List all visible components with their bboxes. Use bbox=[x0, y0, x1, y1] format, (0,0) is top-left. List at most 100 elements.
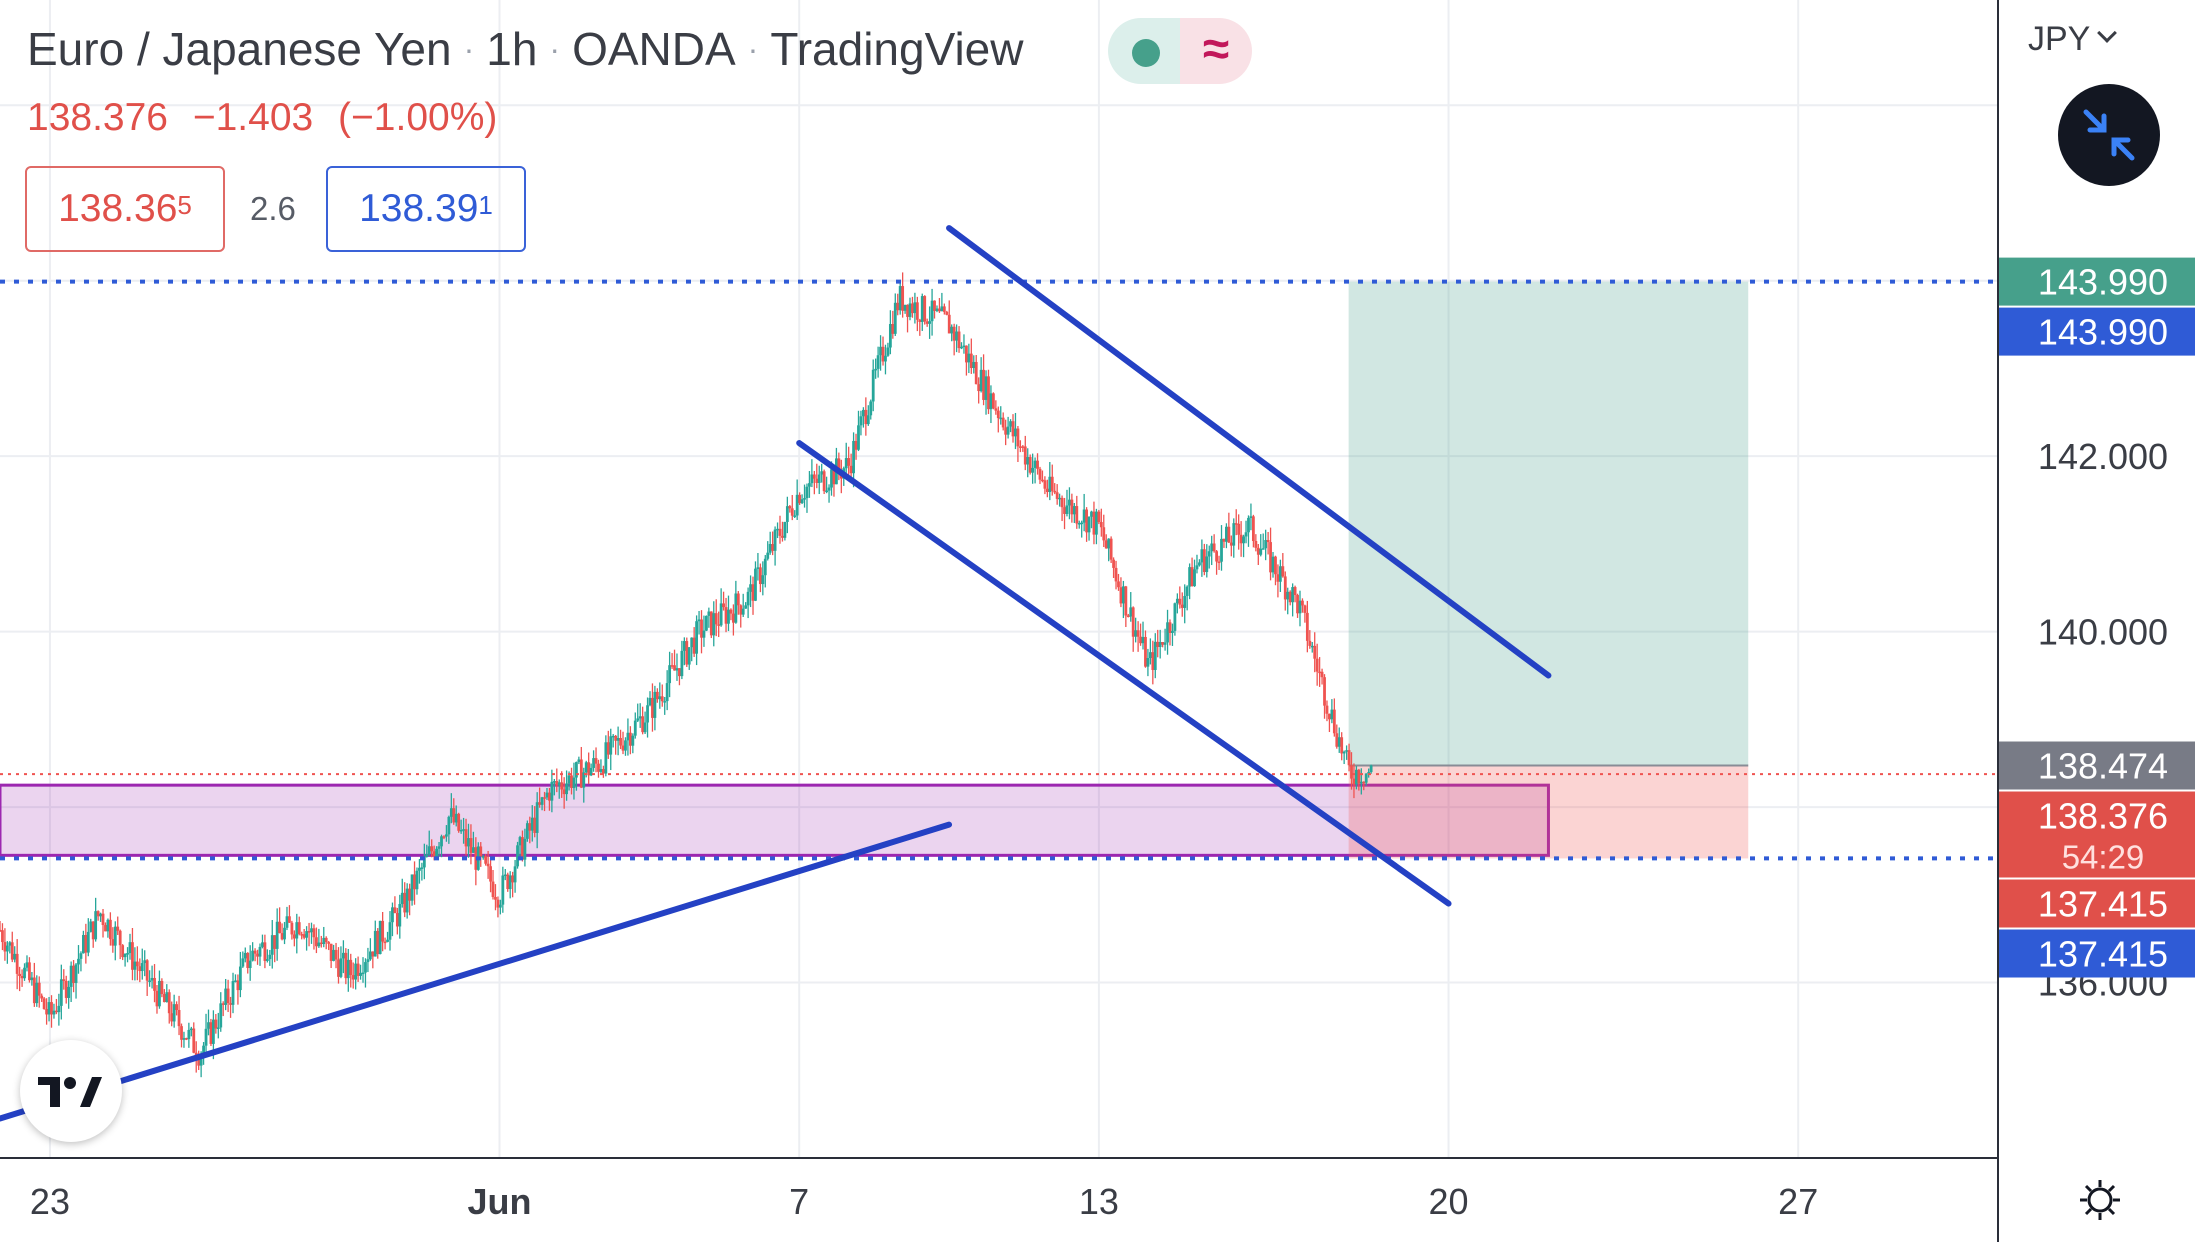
take-profit-area[interactable] bbox=[1348, 281, 1749, 766]
candle-body bbox=[484, 856, 488, 864]
candle-body bbox=[1188, 567, 1192, 587]
candle-body bbox=[1060, 497, 1064, 508]
candle-body bbox=[361, 972, 365, 975]
candle-body bbox=[280, 933, 284, 940]
candle-body bbox=[1117, 581, 1120, 588]
candle-body bbox=[579, 759, 583, 788]
candle-body bbox=[1288, 591, 1292, 603]
trendline[interactable] bbox=[796, 440, 1452, 907]
candle-body bbox=[464, 829, 468, 847]
candle-body bbox=[189, 1028, 193, 1031]
candle-body bbox=[1121, 586, 1125, 604]
candle-body bbox=[1043, 480, 1047, 489]
candle-body bbox=[221, 1003, 225, 1005]
candle-body bbox=[413, 874, 416, 890]
candle-body bbox=[1168, 622, 1172, 633]
candle-body bbox=[462, 829, 465, 831]
price-axis-panel[interactable] bbox=[1998, 0, 2208, 1242]
candle-body bbox=[3, 942, 7, 952]
candlestick-series bbox=[0, 272, 1373, 1078]
trendlines[interactable] bbox=[0, 225, 1998, 1122]
candle-body bbox=[1095, 511, 1098, 535]
candle-body bbox=[658, 696, 662, 700]
candle-body bbox=[751, 584, 755, 601]
candle-body bbox=[1359, 781, 1363, 784]
symbol-header[interactable]: Euro / Japanese Yen · 1h · OANDA · Tradi… bbox=[27, 22, 1023, 76]
stop-loss-area[interactable] bbox=[1348, 765, 1749, 859]
candle-body bbox=[798, 494, 802, 504]
chart-grid bbox=[0, 0, 1998, 1158]
candle-body bbox=[861, 409, 865, 417]
collapse-button[interactable] bbox=[2058, 84, 2160, 186]
candle-body bbox=[15, 953, 19, 974]
candle-body bbox=[847, 458, 851, 466]
candle-body bbox=[1305, 612, 1309, 641]
candle-body bbox=[231, 981, 235, 1005]
candle-body bbox=[758, 567, 762, 585]
candle-body bbox=[182, 1038, 186, 1040]
candle-body bbox=[717, 624, 721, 626]
candle-body bbox=[398, 904, 402, 927]
position-entry-price-badge bbox=[1999, 741, 2195, 790]
candle-body bbox=[952, 326, 956, 341]
candle-body bbox=[1291, 587, 1295, 603]
settings-gear-icon[interactable] bbox=[2078, 1178, 2122, 1222]
candle-body bbox=[236, 980, 240, 991]
candle-body bbox=[57, 1005, 61, 1013]
time-axis-panel[interactable] bbox=[0, 1158, 1998, 1242]
candle-body bbox=[204, 1028, 208, 1046]
candle-body bbox=[1171, 630, 1174, 633]
horizontal-line-price-badge bbox=[1999, 929, 2195, 978]
candle-body bbox=[376, 930, 380, 955]
candle-body bbox=[1183, 595, 1187, 608]
candle-body bbox=[1077, 523, 1081, 525]
candle-body bbox=[116, 926, 120, 931]
candle-body bbox=[197, 1059, 201, 1066]
candle-body bbox=[768, 544, 772, 553]
candle-body bbox=[1229, 542, 1233, 546]
candle-body bbox=[339, 958, 343, 977]
candle-body bbox=[501, 875, 505, 905]
candle-body bbox=[521, 837, 524, 860]
candle-body bbox=[827, 487, 831, 491]
take-profit-price-text: 143.990 bbox=[2038, 262, 2168, 303]
tradingview-logo[interactable] bbox=[20, 1040, 122, 1142]
candle-body bbox=[987, 376, 990, 410]
candle-body bbox=[560, 782, 564, 790]
candle-body bbox=[32, 977, 36, 1004]
candle-body bbox=[1148, 652, 1152, 658]
candle-body bbox=[1080, 522, 1084, 525]
candle-body bbox=[295, 922, 299, 939]
candle-body bbox=[913, 302, 917, 314]
candle-body bbox=[972, 361, 976, 369]
candle-body bbox=[825, 490, 829, 493]
candle-body bbox=[1350, 765, 1353, 779]
market-status-pill[interactable]: ≈ bbox=[1108, 18, 1252, 84]
demand-zone-rectangle[interactable] bbox=[0, 783, 1550, 857]
trendline[interactable] bbox=[0, 821, 953, 1122]
sell-button[interactable]: 138.36 5 bbox=[25, 166, 225, 252]
symbol-name[interactable]: Euro / Japanese Yen bbox=[27, 23, 452, 75]
candle-body bbox=[1293, 587, 1297, 596]
status-dot-icon bbox=[1132, 39, 1160, 67]
drawing-overlays[interactable] bbox=[0, 281, 1749, 859]
candle-body bbox=[793, 515, 797, 517]
candle-body bbox=[454, 813, 458, 823]
candle-body bbox=[1018, 446, 1022, 448]
candle-body bbox=[857, 425, 860, 450]
candle-body bbox=[1308, 640, 1312, 646]
candle-body bbox=[1301, 600, 1304, 606]
trendline[interactable] bbox=[946, 225, 1552, 679]
candle-body bbox=[1045, 488, 1049, 493]
candle-body bbox=[180, 1026, 183, 1040]
currency-selector[interactable]: JPY bbox=[2028, 20, 2118, 59]
candle-body bbox=[979, 369, 983, 392]
interval-label[interactable]: 1h bbox=[486, 23, 538, 75]
candle-body bbox=[1315, 658, 1319, 672]
buy-button[interactable]: 138.39 1 bbox=[326, 166, 526, 252]
candle-body bbox=[869, 401, 873, 416]
candle-body bbox=[1038, 468, 1042, 480]
candle-body bbox=[1092, 511, 1096, 535]
candle-body bbox=[258, 946, 262, 957]
